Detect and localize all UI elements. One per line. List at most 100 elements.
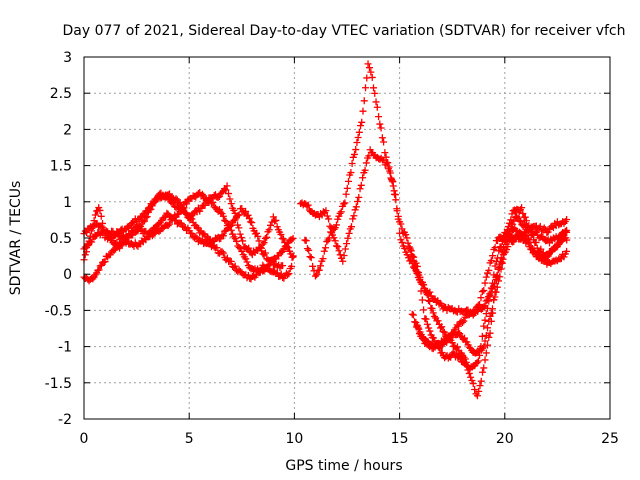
data-point: [474, 357, 482, 365]
data-point: [183, 200, 191, 208]
data-point: [323, 238, 331, 246]
data-point: [289, 253, 297, 261]
data-point: [535, 251, 543, 259]
data-point: [360, 97, 368, 105]
data-point: [485, 266, 493, 274]
data-point: [458, 319, 466, 327]
data-point: [345, 229, 353, 237]
data-point: [469, 380, 477, 388]
data-point: [218, 188, 226, 196]
data-point: [447, 334, 455, 342]
data-point: [484, 324, 492, 332]
data-point: [485, 317, 493, 325]
y-tick-label: 1: [63, 195, 72, 211]
data-point: [561, 228, 569, 236]
data-point: [438, 323, 446, 331]
data-point: [408, 310, 416, 318]
data-point: [214, 194, 222, 202]
data-point: [325, 234, 333, 242]
data-point: [237, 234, 245, 242]
data-point: [345, 177, 353, 185]
data-point: [373, 103, 381, 111]
data-point: [243, 258, 251, 266]
data-point: [347, 169, 355, 177]
data-point: [491, 280, 499, 288]
data-point: [245, 244, 253, 252]
data-point: [413, 262, 421, 270]
data-point: [486, 312, 494, 320]
data-point: [544, 228, 552, 236]
data-point: [307, 254, 315, 262]
data-point: [352, 203, 360, 211]
data-point: [349, 215, 357, 223]
data-point: [116, 239, 124, 247]
data-point: [409, 311, 417, 319]
data-point: [188, 215, 196, 223]
data-point: [242, 255, 250, 263]
data-point: [481, 316, 489, 324]
data-point: [193, 223, 201, 231]
data-point: [403, 234, 411, 242]
data-point: [334, 243, 342, 251]
data-point: [304, 201, 312, 209]
data-point: [563, 236, 571, 244]
data-point: [85, 237, 93, 245]
data-point: [97, 212, 105, 220]
data-point: [499, 255, 507, 263]
y-tick-label: -0.5: [45, 303, 72, 319]
data-point: [483, 296, 491, 304]
data-point: [392, 196, 400, 204]
data-point: [354, 134, 362, 142]
data-point: [471, 386, 479, 394]
data-point: [234, 212, 242, 220]
data-point: [227, 258, 235, 266]
data-point: [478, 288, 486, 296]
data-point: [357, 122, 365, 130]
data-point: [267, 221, 275, 229]
data-point: [209, 198, 217, 206]
data-point: [528, 230, 536, 238]
data-point: [547, 248, 555, 256]
axis-ticks: [83, 56, 611, 420]
data-point: [247, 218, 255, 226]
data-point: [367, 68, 375, 76]
data-point: [269, 213, 277, 221]
data-point: [172, 195, 180, 203]
data-point: [482, 273, 490, 281]
data-point: [313, 271, 321, 279]
data-point: [386, 167, 394, 175]
data-point: [517, 218, 525, 226]
data-point: [322, 244, 330, 252]
data-point: [489, 252, 497, 260]
data-point: [217, 208, 225, 216]
data-point: [364, 60, 372, 68]
data-point: [235, 211, 243, 219]
data-point: [201, 201, 209, 209]
data-point: [526, 225, 534, 233]
data-point: [303, 245, 311, 253]
data-point: [389, 182, 397, 190]
data-point: [219, 232, 227, 240]
x-tick-label: 15: [391, 431, 409, 447]
data-point: [481, 302, 489, 310]
data-point: [393, 207, 401, 215]
data-point: [467, 373, 475, 381]
data-point: [116, 229, 124, 237]
data-point: [288, 236, 296, 244]
data-point: [129, 218, 137, 226]
data-point: [353, 138, 361, 146]
data-point: [481, 279, 489, 287]
data-point: [480, 343, 488, 351]
x-axis-label: GPS time / hours: [285, 458, 402, 474]
data-point: [506, 219, 514, 227]
data-point: [504, 243, 512, 251]
data-point: [365, 64, 373, 72]
data-point: [519, 209, 527, 217]
data-point: [425, 324, 433, 332]
data-point: [426, 327, 434, 335]
data-point: [429, 309, 437, 317]
data-point: [224, 190, 232, 198]
y-axis-label: SDTVAR / TECUs: [8, 181, 24, 296]
data-point: [248, 219, 256, 227]
data-point: [414, 324, 422, 332]
